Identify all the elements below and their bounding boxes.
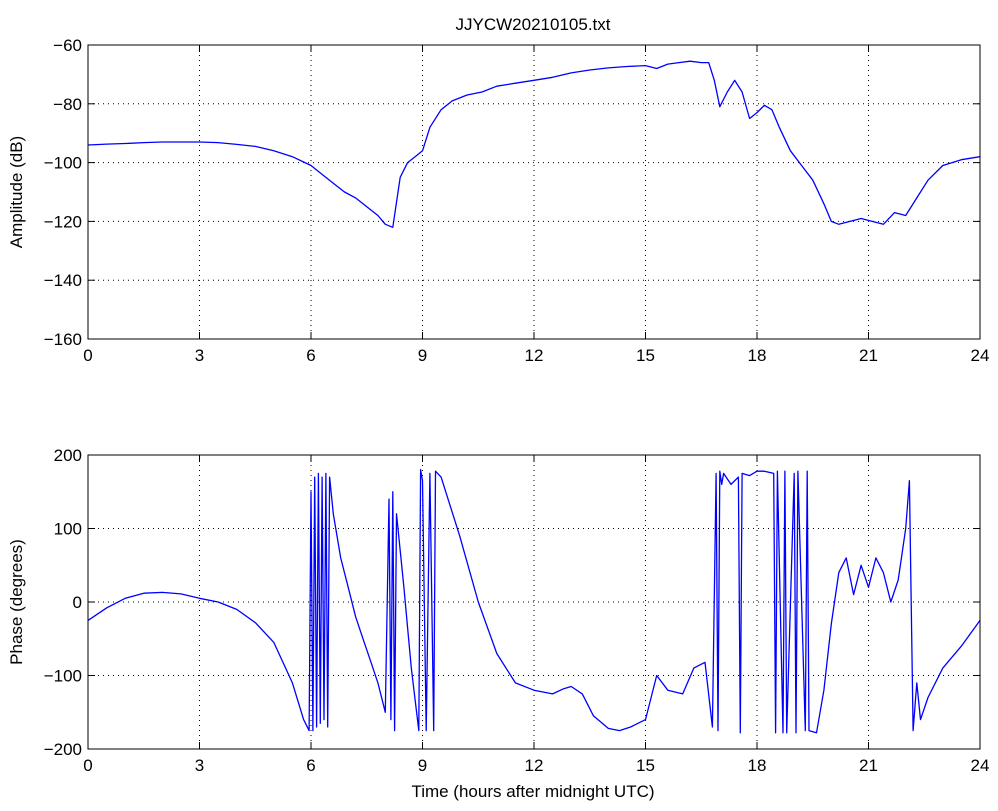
- phase-x-tick-label: 24: [971, 756, 990, 775]
- phase-x-tick-label: 21: [859, 756, 878, 775]
- phase-x-tick-label: 12: [525, 756, 544, 775]
- phase-y-tick-label: 100: [54, 520, 82, 539]
- phase-plot: 0 3 6 9 12 15 18 21 24 −200 −100 0 100 200 Phase (degr…: [7, 446, 989, 775]
- x-axis-label: Time (hours after midnight UTC): [411, 782, 654, 801]
- amplitude-x-tick-label: 12: [525, 346, 544, 365]
- phase-x-tick-label: 3: [195, 756, 204, 775]
- amplitude-y-tick-label: −160: [44, 330, 82, 349]
- phase-y-tick-label: −200: [44, 740, 82, 759]
- amplitude-y-tick-label: −80: [53, 95, 82, 114]
- amplitude-y-tick-label: −120: [44, 212, 82, 231]
- phase-x-tick-label: 15: [636, 756, 655, 775]
- amplitude-plot-area: [88, 45, 980, 339]
- phase-y-axis-label: Phase (degrees): [7, 539, 26, 665]
- amplitude-plot: 0 3 6 9 12 15 18 21 24 −160 −140 −120 −100 −80 −60 Ampl…: [7, 36, 989, 365]
- phase-x-tick-label: 9: [418, 756, 427, 775]
- amplitude-y-tick-label: −140: [44, 271, 82, 290]
- amplitude-x-tick-label: 3: [195, 346, 204, 365]
- amplitude-x-tick-label: 15: [636, 346, 655, 365]
- phase-y-tick-label: 200: [54, 446, 82, 465]
- amplitude-x-tick-label: 0: [83, 346, 92, 365]
- amplitude-y-tick-label: −60: [53, 36, 82, 55]
- phase-y-tick-label: 0: [73, 593, 82, 612]
- amplitude-x-tick-label: 6: [306, 346, 315, 365]
- amplitude-x-tick-label: 24: [971, 346, 990, 365]
- amplitude-y-axis-label: Amplitude (dB): [7, 136, 26, 248]
- phase-series-line: [87, 469, 981, 734]
- amplitude-y-tick-label: −100: [44, 154, 82, 173]
- phase-x-tick-label: 6: [306, 756, 315, 775]
- amplitude-x-tick-label: 21: [859, 346, 878, 365]
- amplitude-x-tick-label: 9: [418, 346, 427, 365]
- amplitude-series-line: [87, 60, 981, 228]
- phase-y-tick-label: −100: [44, 667, 82, 686]
- phase-x-tick-label: 18: [748, 756, 767, 775]
- phase-x-tick-label: 0: [83, 756, 92, 775]
- amplitude-x-tick-label: 18: [748, 346, 767, 365]
- chart-title: JJYCW20210105.txt: [456, 15, 611, 34]
